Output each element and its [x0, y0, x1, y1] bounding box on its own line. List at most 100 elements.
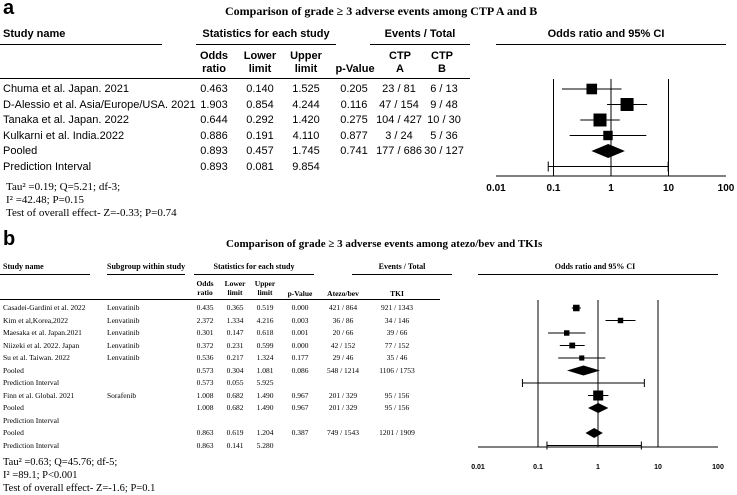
panel-b-events-header: Events / Total [378, 262, 426, 271]
p-value-cell: 0.000 [291, 340, 309, 350]
lower-limit-cell: 0.081 [246, 160, 274, 173]
events-b-cell: 10 / 30 [427, 114, 461, 126]
p-value-cell: 0.205 [340, 83, 368, 95]
events-a-cell: 47 / 154 [379, 98, 419, 111]
upper-limit-cell: 1.525 [292, 83, 320, 95]
odds-ratio-cell: 0.573 [196, 378, 214, 387]
tick-label: 100 [712, 464, 724, 471]
lower-limit-cell: 1.334 [226, 315, 244, 325]
panel-a-title: Comparison of grade ≥ 3 adverse events a… [225, 4, 538, 18]
odds-ratio-cell: 0.435 [196, 303, 214, 312]
events-atezo-cell: 29 / 46 [332, 353, 354, 362]
tick-label: 0.1 [547, 183, 561, 194]
panel-a-or-col: Odds ratio [199, 50, 229, 75]
lower-limit-cell: 0.231 [226, 340, 244, 350]
events-tki-cell: 35 / 46 [386, 353, 408, 362]
upper-limit-cell: 1.324 [256, 353, 274, 362]
p-value-cell: 0.387 [291, 428, 309, 437]
odds-ratio-cell: 0.372 [196, 340, 214, 350]
study-name-cell: Pooled [3, 365, 24, 375]
study-name-cell: Prediction Interval [3, 378, 60, 387]
panel-a-study-header: Study name [3, 28, 66, 40]
events-tki-cell: 77 / 152 [384, 340, 410, 350]
upper-limit-cell: 1.081 [256, 365, 274, 375]
tick-label: 0.01 [471, 464, 485, 471]
point-estimate-box [593, 390, 604, 401]
study-name-cell: Finn et al. Global. 2021 [3, 390, 75, 400]
events-atezo-cell: 421 / 864 [328, 303, 358, 312]
panel-b-letter: b [3, 228, 16, 250]
p-value-cell: 0.177 [291, 353, 309, 362]
p-value-cell: 0.967 [291, 390, 309, 400]
study-name-cell: Pooled [3, 428, 24, 437]
panel-b-or-header: Odds ratio and 95% CI [554, 262, 636, 271]
lower-limit-cell: 0.457 [246, 145, 274, 157]
events-a-cell: 104 / 427 [376, 114, 422, 126]
lower-limit-cell: 0.217 [226, 353, 244, 362]
p-value-cell: 0.877 [340, 129, 368, 142]
p-value-cell: 0.000 [291, 303, 309, 312]
panel-b-ev1-col: Atezo/bev [327, 289, 359, 298]
lower-limit-cell: 0.191 [246, 129, 274, 142]
study-name-cell: Su et al. Taiwan. 2022 [3, 353, 70, 362]
odds-ratio-cell: 0.863 [196, 428, 214, 437]
point-estimate-box [563, 330, 570, 336]
tick-label: 100 [718, 183, 735, 194]
odds-ratio-cell: 0.644 [200, 114, 228, 126]
study-name-cell: Maesaka et al. Japan.2021 [3, 328, 82, 337]
events-atezo-cell: 36 / 86 [332, 315, 354, 325]
panel-b-subgroup-header: Subgroup within study [107, 262, 186, 271]
events-b-cell: 5 / 36 [430, 129, 458, 142]
study-name-cell: Prediction Interval [3, 160, 92, 173]
upper-limit-cell: 1.490 [256, 390, 274, 400]
events-atezo-cell: 201 / 329 [328, 403, 358, 412]
tick-label: 10 [663, 183, 675, 194]
study-name-cell: Kulkarni et al. India.2022 [3, 129, 125, 142]
point-estimate-box [586, 83, 598, 95]
lower-limit-cell: 0.141 [226, 440, 244, 450]
upper-limit-cell: 0.519 [256, 303, 274, 312]
panel-b-title: Comparison of grade ≥ 3 adverse events a… [226, 238, 543, 250]
upper-limit-cell: 0.618 [256, 328, 274, 337]
odds-ratio-cell: 0.893 [200, 145, 228, 157]
events-a-cell: 177 / 686 [376, 145, 422, 157]
study-name-cell: Niizeki et al. 2022. Japan [3, 340, 80, 350]
point-estimate-box [579, 355, 585, 361]
panel-a-ev1-col: CTP A [389, 50, 411, 75]
panel-b-overall: Test of overall effect- Z=-1.6; P=0.1 [3, 483, 156, 494]
upper-limit-cell: 4.244 [292, 98, 320, 111]
pooled-diamond [566, 365, 601, 376]
point-estimate-box [617, 317, 624, 324]
panel-b-stats-header: Statistics for each study [213, 262, 295, 271]
p-value-cell: 0.001 [291, 328, 309, 337]
panel-a-ev2-col: CTP B [431, 50, 453, 75]
panel-a-tau: Tau² =0.19; Q=5.21; df-3; [6, 181, 121, 193]
lower-limit-cell: 0.365 [226, 303, 244, 312]
upper-limit-cell: 4.216 [256, 315, 274, 325]
point-estimate-box [620, 98, 634, 111]
events-atezo-cell: 201 / 329 [328, 390, 358, 400]
pooled-diamond [588, 403, 609, 413]
tick-label: 0.01 [486, 183, 506, 194]
events-tki-cell: 1106 / 1753 [379, 365, 415, 375]
point-estimate-box [569, 342, 576, 349]
panel-a-overall: Test of overall effect- Z=-0.33; P=0.74 [6, 207, 177, 219]
odds-ratio-cell: 1.008 [196, 403, 214, 412]
events-b-cell: 6 / 13 [430, 83, 458, 95]
upper-limit-cell: 1.490 [256, 403, 274, 412]
study-name-cell: Casadei-Gardini et al. 2022 [3, 303, 86, 312]
p-value-cell: 0.116 [340, 98, 368, 111]
odds-ratio-cell: 1.903 [200, 98, 228, 111]
lower-limit-cell: 0.292 [246, 114, 274, 126]
p-value-cell: 0.003 [291, 315, 309, 325]
panel-b-i2: I² =89.1; P<0.001 [3, 470, 78, 481]
tick-label: 1 [608, 183, 614, 194]
upper-limit-cell: 1.745 [292, 145, 320, 157]
events-tki-cell: 34 / 146 [384, 315, 410, 325]
tick-label: 10 [654, 464, 662, 471]
odds-ratio-cell: 2.372 [196, 315, 214, 325]
panel-b-lower-col: Lower limit [224, 279, 246, 297]
events-tki-cell: 95 / 156 [384, 390, 410, 400]
events-a-cell: 3 / 24 [385, 129, 413, 142]
